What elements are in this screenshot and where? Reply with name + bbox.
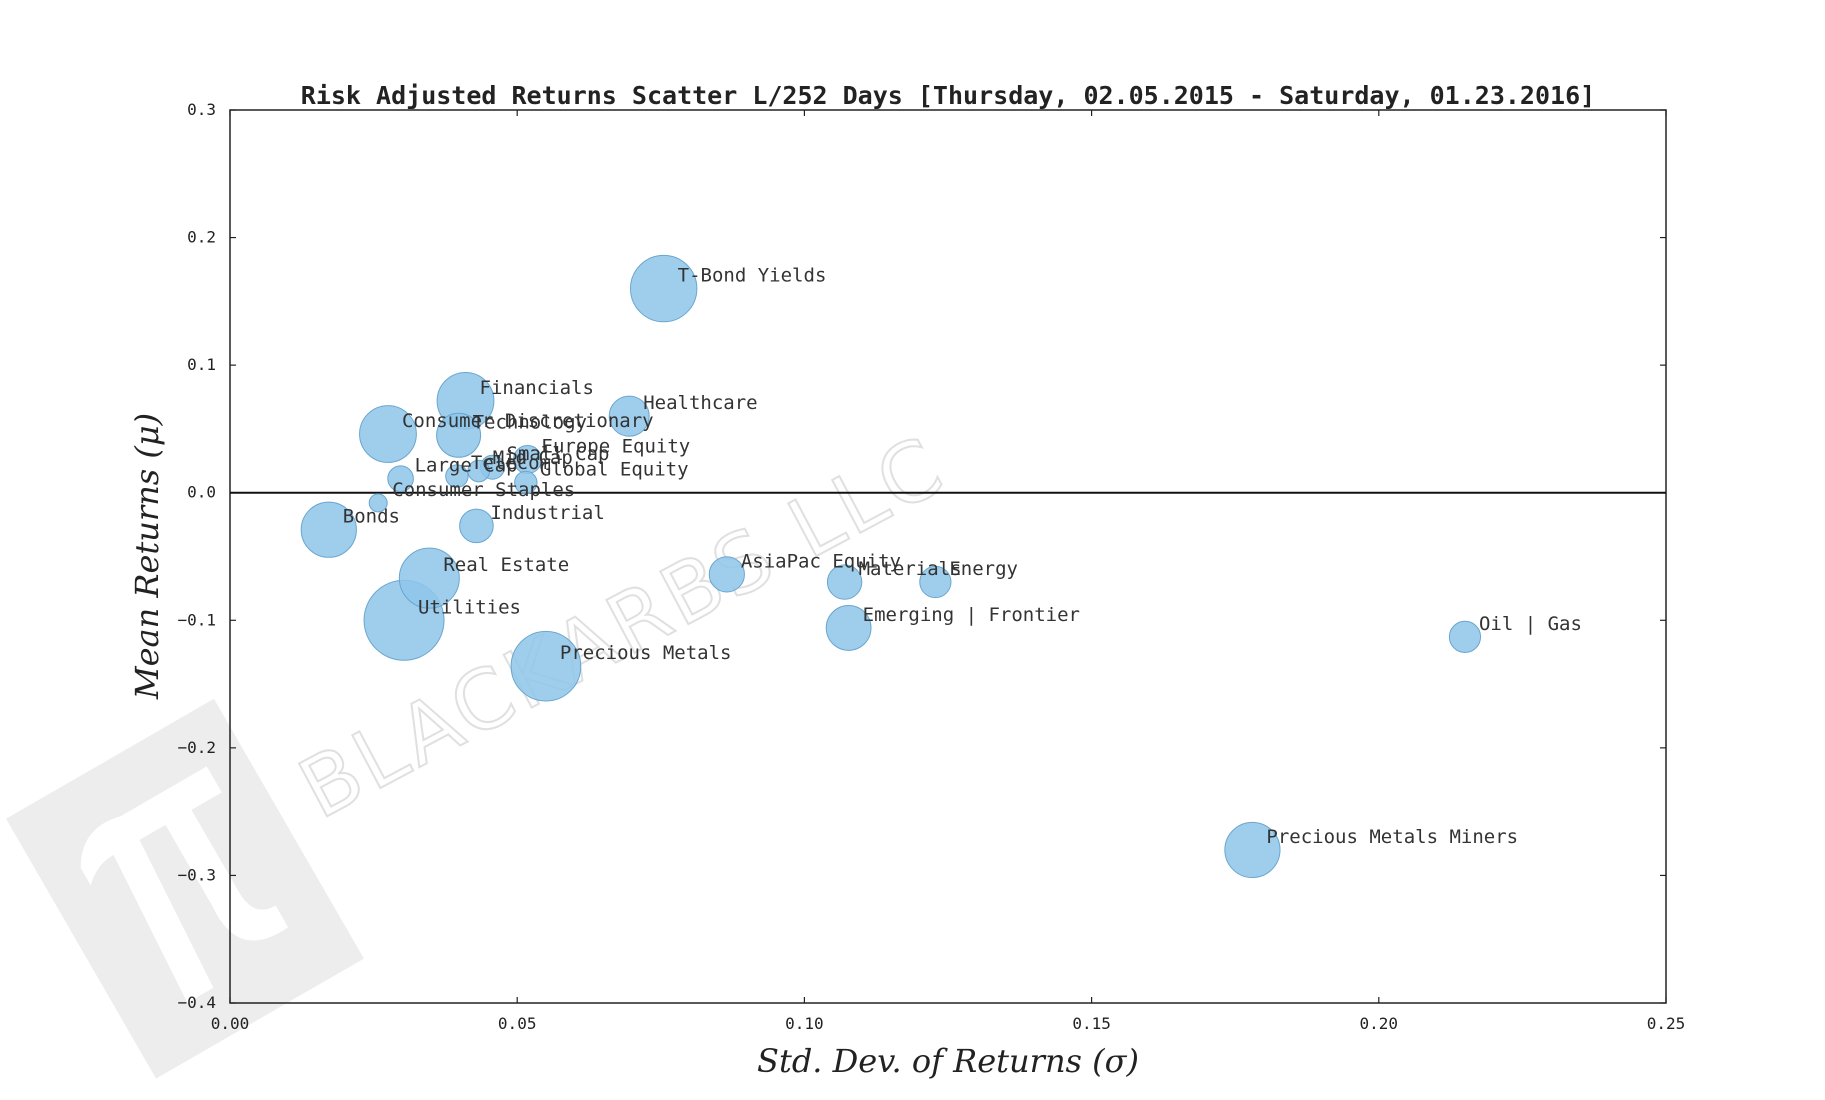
point-label: Financials <box>480 377 594 399</box>
point-label: Consumer Staples <box>392 479 575 501</box>
point-label: T-Bond Yields <box>678 265 827 287</box>
y-tick-label: −0.2 <box>177 738 216 757</box>
point-label: Utilities <box>418 596 521 618</box>
point-label: Healthcare <box>643 392 757 414</box>
pi-logo-icon <box>6 698 364 1079</box>
point-label: AsiaPac Equity <box>741 550 901 572</box>
scatter-point <box>608 395 650 437</box>
scatter-point <box>919 565 952 599</box>
chart-title: Risk Adjusted Returns Scatter L/252 Days… <box>301 81 1595 110</box>
scatter-point <box>1224 821 1281 879</box>
x-axis: 0.00 0.05 0.10 0.15 0.20 0.25 <box>211 110 1686 1033</box>
scatter-point <box>467 459 491 483</box>
point-label: Large Cap <box>415 455 518 477</box>
x-tick-label: 0.10 <box>785 1014 824 1033</box>
x-tick-label: 0.05 <box>498 1014 537 1033</box>
scatter-point <box>300 501 357 558</box>
y-axis: 0.3 0.2 0.1 0.0 −0.1 −0.2 −0.3 −0.4 <box>177 100 1666 1012</box>
x-tick-label: 0.15 <box>1072 1014 1111 1033</box>
scatter-point <box>459 508 494 544</box>
point-label: Industrial <box>490 502 604 524</box>
y-tick-label: −0.4 <box>177 993 216 1012</box>
point-label: Precious Metals Miners <box>1266 826 1518 848</box>
scatter-point <box>359 405 417 463</box>
point-label: Real Estate <box>443 554 569 576</box>
plot-area <box>229 109 1667 1004</box>
point-labels: T-Bond YieldsFinancialsHealthcareConsume… <box>343 265 1582 848</box>
point-label: Small Cap <box>507 443 610 465</box>
point-label: Technology <box>473 411 587 433</box>
point-label: Precious Metals <box>560 642 732 664</box>
scatter-points <box>300 254 1482 879</box>
scatter-point <box>708 556 745 593</box>
point-label: Global Equity <box>540 459 689 481</box>
point-label: Emerging | Frontier <box>863 604 1080 626</box>
point-label: Oil | Gas <box>1479 613 1582 635</box>
scatter-point <box>368 493 388 513</box>
scatter-point <box>398 547 460 609</box>
point-label: Energy <box>949 558 1018 580</box>
y-axis-label: Mean Returns (μ) <box>128 413 166 700</box>
scatter-point <box>387 465 414 492</box>
point-label: Telecom <box>471 452 551 474</box>
x-tick-label: 0.00 <box>211 1014 250 1033</box>
scatter-point <box>445 464 469 488</box>
x-axis-label: Std. Dev. of Returns (σ) <box>757 1042 1139 1080</box>
point-label: Bonds <box>343 506 400 528</box>
y-tick-label: 0.1 <box>187 355 216 374</box>
y-tick-label: 0.2 <box>187 228 216 247</box>
scatter-point <box>510 630 582 702</box>
point-label: Europe Equity <box>542 436 691 458</box>
point-label: Consumer Discretionary <box>402 410 654 432</box>
scatter-point <box>514 470 538 495</box>
scatter-point <box>629 254 698 323</box>
point-label: Materials <box>859 558 962 580</box>
y-tick-label: 0.0 <box>187 483 216 502</box>
y-tick-label: −0.1 <box>177 610 216 629</box>
scatter-point <box>1448 620 1482 653</box>
y-tick-label: −0.3 <box>177 865 216 884</box>
y-tick-label: 0.3 <box>187 100 216 119</box>
x-tick-label: 0.20 <box>1360 1014 1399 1033</box>
scatter-point <box>825 605 872 651</box>
scatter-point <box>436 412 482 458</box>
scatter-point <box>826 564 863 600</box>
point-label: Mid Cap <box>493 447 573 469</box>
x-tick-label: 0.25 <box>1647 1014 1686 1033</box>
